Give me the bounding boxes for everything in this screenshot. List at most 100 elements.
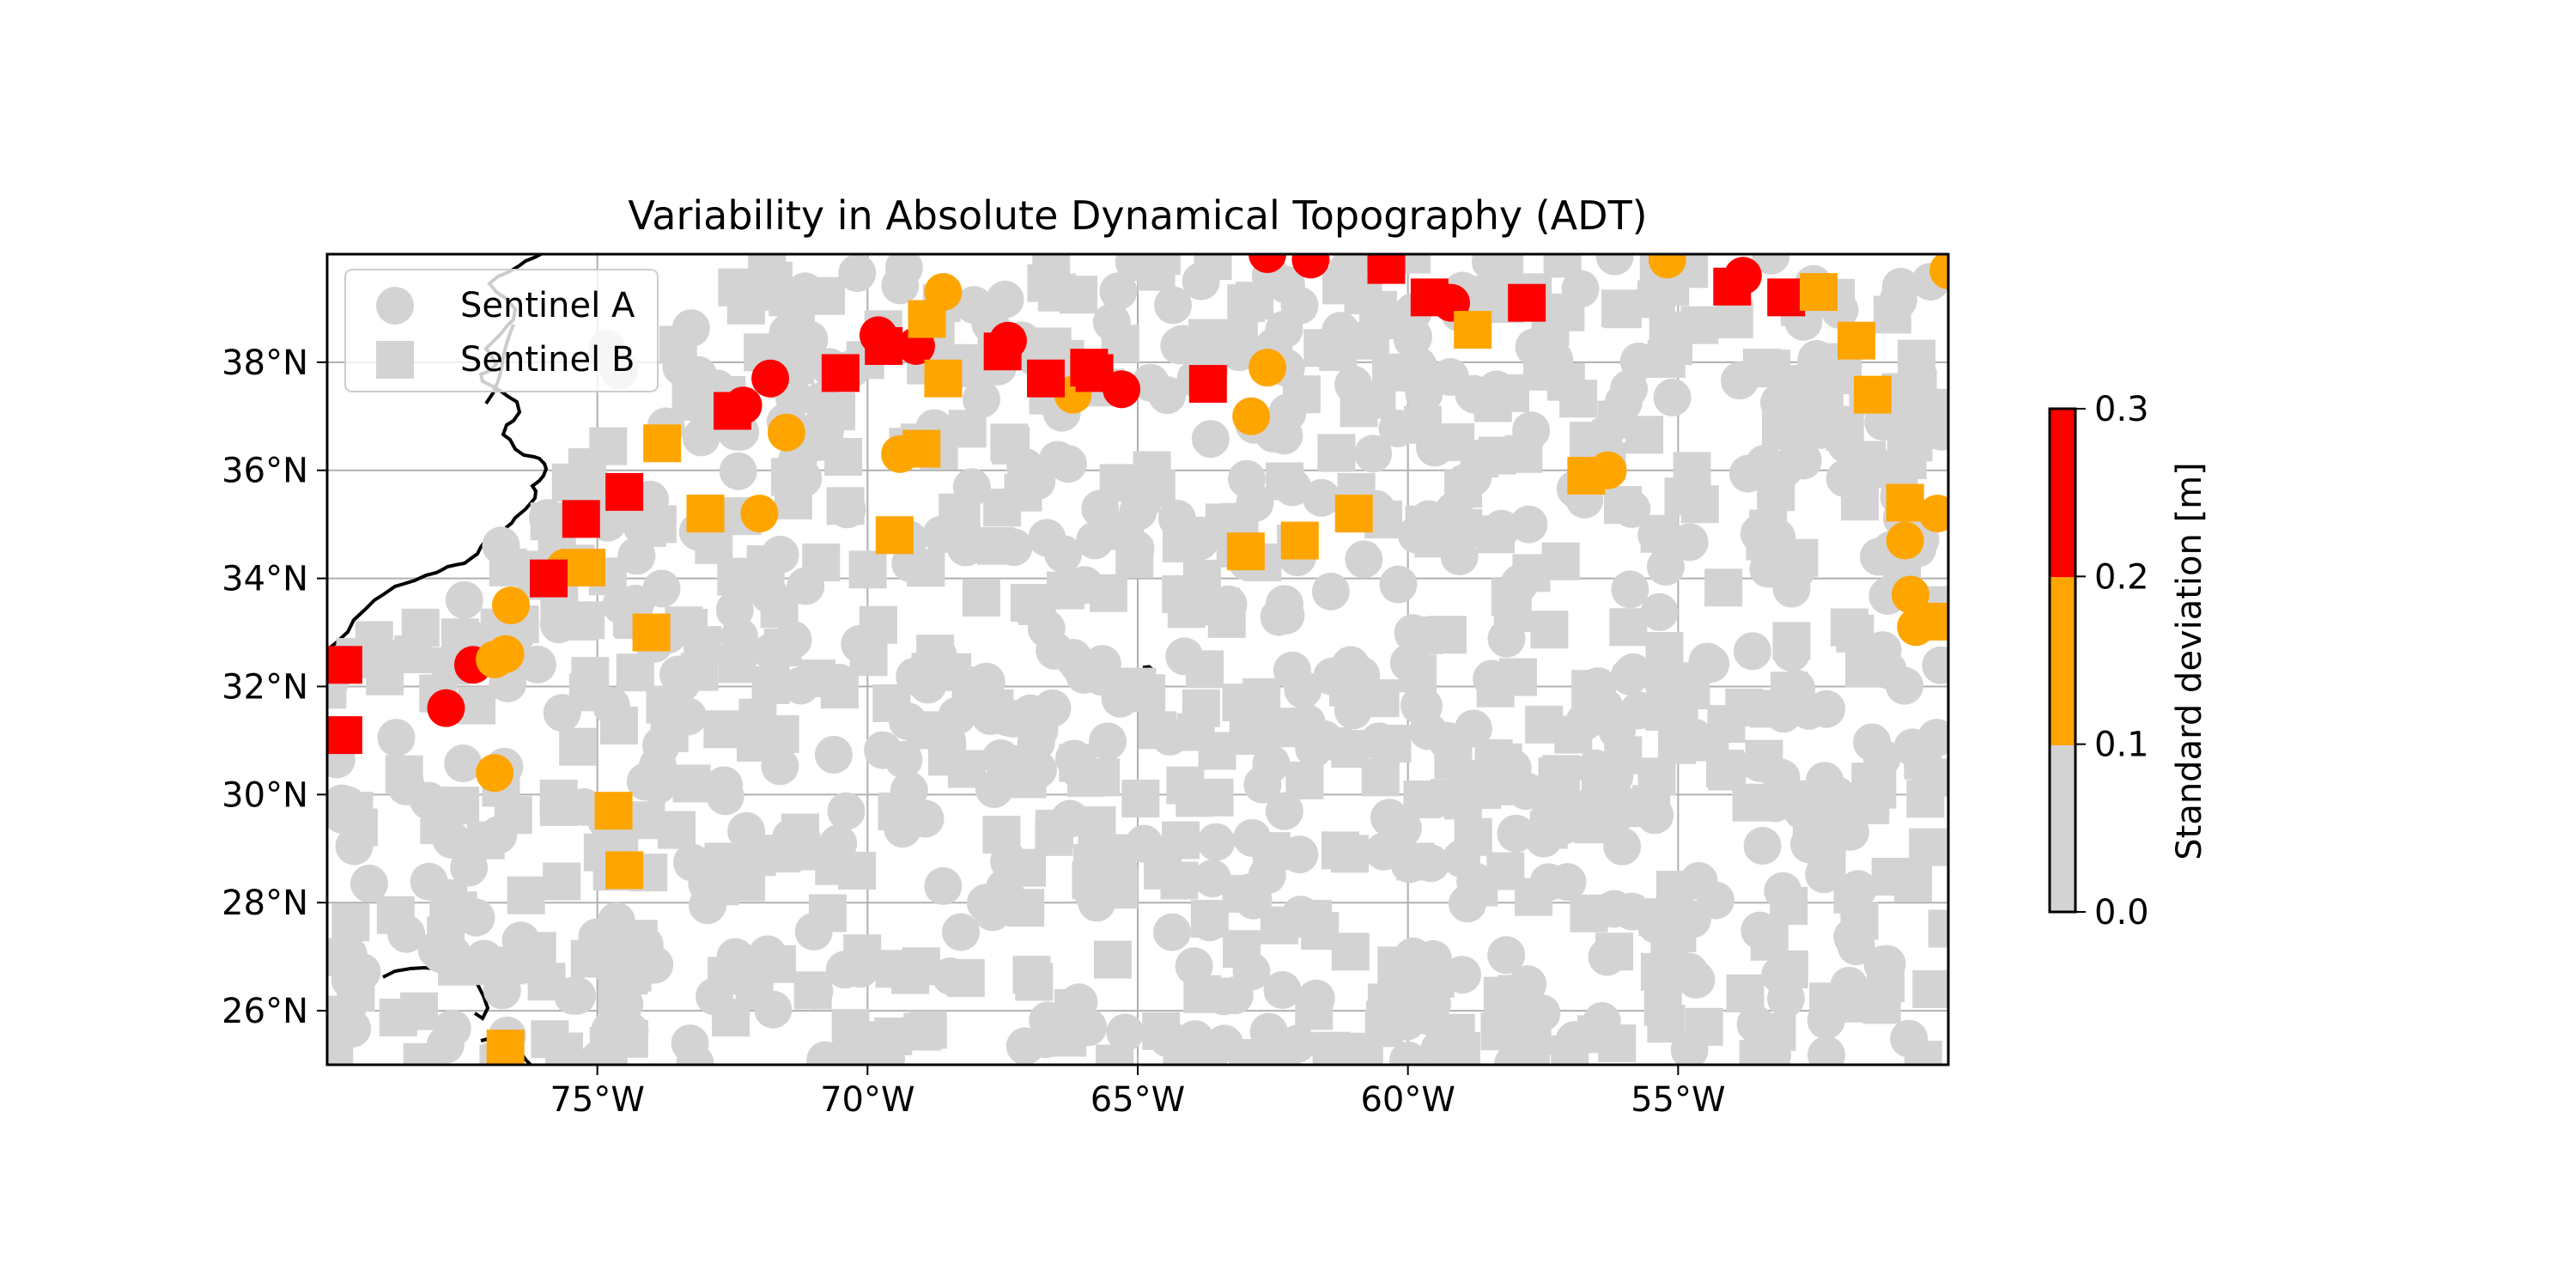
data-point [638,505,677,544]
data-point [429,879,468,918]
data-point [1680,306,1719,344]
data-point [1830,608,1868,647]
data-point [1188,365,1227,404]
data-point [1595,933,1634,971]
data-point [1750,922,1789,961]
data-point [1054,988,1092,1027]
data-point [1265,792,1303,830]
y-tick-label: 32°N [222,667,308,707]
data-point [686,495,725,533]
data-point [769,278,807,317]
x-tick-label: 55°W [1631,1080,1725,1120]
data-point [599,707,638,745]
data-point [1745,739,1783,778]
data-point [1198,732,1236,770]
data-point [1317,434,1356,472]
data-point [875,516,914,555]
data-point [1284,671,1322,709]
data-point [1249,254,1287,273]
data-point [1399,654,1437,693]
data-point [1899,369,1937,408]
data-point [848,550,887,589]
data-point [1345,540,1383,579]
y-tick-label: 36°N [222,452,308,491]
data-point [1008,760,1047,799]
data-point [946,959,985,998]
data-point [1749,690,1788,728]
data-point [814,735,853,774]
data-point [530,559,568,598]
data-point [643,424,682,463]
data-point [1106,1013,1145,1052]
data-point [1361,679,1400,718]
data-point [1551,1035,1589,1065]
data-point [1893,864,1932,902]
data-point [924,866,963,905]
data-point [838,254,877,293]
data-point [942,913,981,951]
data-point [1646,548,1685,586]
data-point [1139,711,1177,750]
data-point [1015,963,1054,1001]
data-point [827,792,866,830]
data-point [1853,375,1892,414]
data-point [714,392,751,430]
data-point [1491,374,1529,412]
data-point [1008,848,1047,887]
data-point [1928,909,1948,948]
data-point [1301,722,1340,761]
data-point [1265,416,1303,455]
colorbar-tick-label: 0.3 [2094,390,2149,429]
data-point [1571,670,1610,708]
data-point [1160,861,1199,900]
data-point [1499,658,1538,696]
data-point [1232,397,1271,435]
x-tick-label: 65°W [1091,1080,1185,1120]
data-point [1429,616,1467,654]
data-point [1647,339,1686,378]
data-point [676,1044,714,1065]
data-point [1096,1044,1134,1065]
data-point [1229,1039,1267,1065]
data-point [671,382,710,421]
data-point [658,811,696,849]
data-point [881,266,920,305]
data-point [1280,521,1319,560]
data-point [1167,590,1206,629]
data-point [594,792,633,830]
data-point [1807,1036,1845,1065]
data-point [1197,823,1236,861]
data-point [1219,319,1258,357]
data-point [902,429,941,468]
data-point [1485,254,1524,287]
data-point [1054,638,1092,677]
data-point [638,746,677,785]
data-point [705,766,744,805]
data-point [1613,653,1652,691]
data-point [849,638,888,677]
data-point [1918,495,1948,533]
data-point [859,605,897,644]
data-point [1529,811,1568,849]
data-point [1295,992,1334,1030]
data-point [770,458,809,496]
colorbar-segment-low [2050,745,2075,912]
legend-circle-marker-icon [376,287,414,325]
data-point [806,1041,845,1065]
data-point [1340,389,1378,428]
data-point [1807,841,1846,879]
data-point [327,646,362,684]
data-point [1819,807,1857,846]
data-point [1265,310,1303,349]
data-point [1028,519,1066,557]
data-point [327,995,351,1034]
data-point [1099,272,1138,311]
data-point [908,300,946,338]
data-point [1078,806,1116,845]
data-point [1099,464,1138,502]
data-point [1266,462,1304,501]
data-point [1133,451,1171,489]
data-point [1909,828,1947,866]
data-point [1396,842,1435,881]
